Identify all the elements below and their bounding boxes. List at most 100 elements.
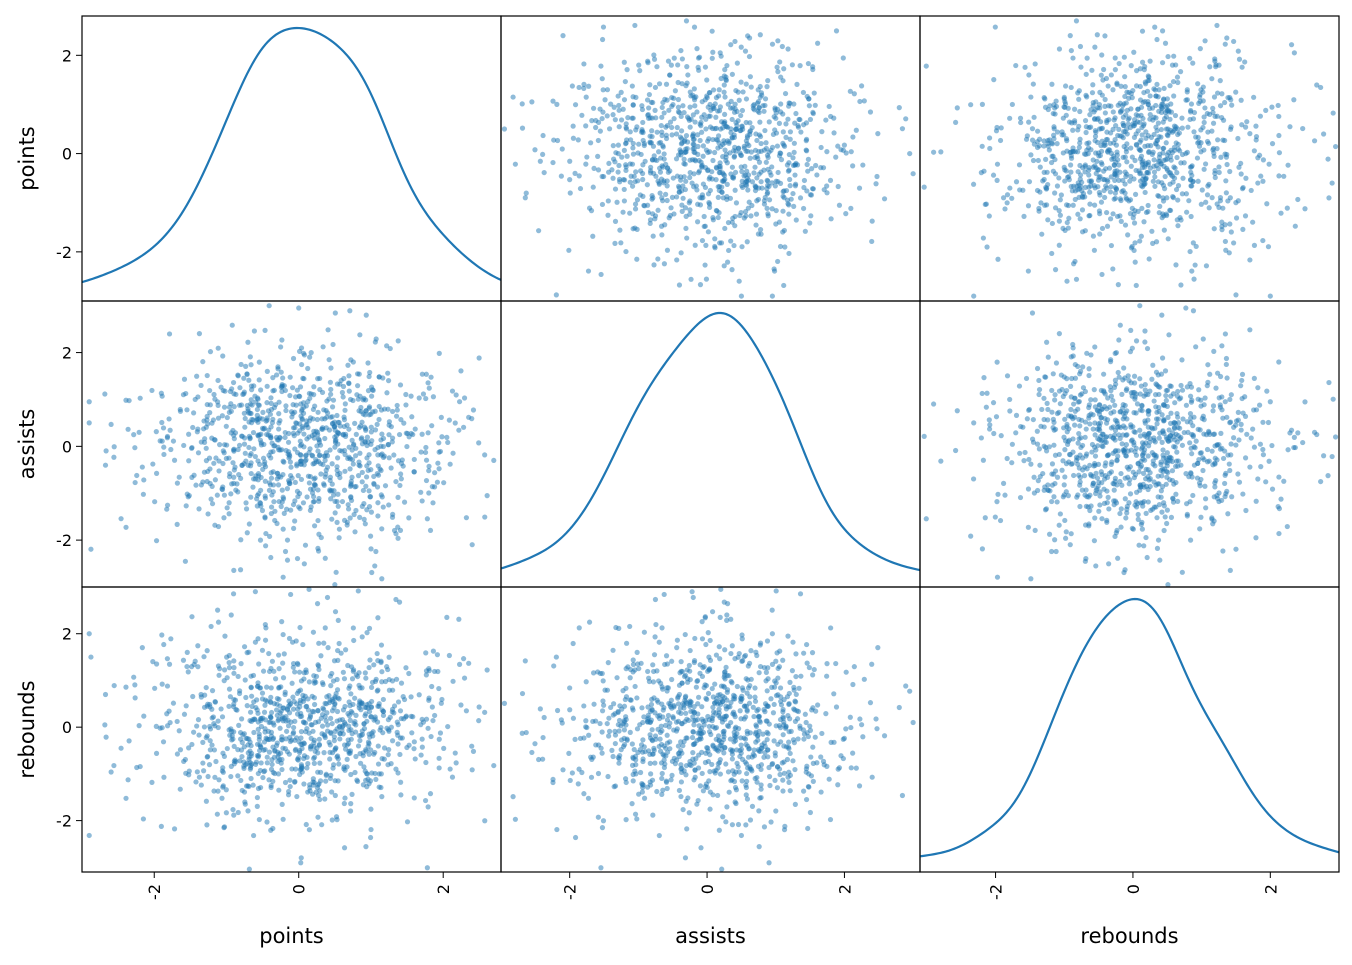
scatter-point [774,64,780,70]
scatter-point [1128,145,1134,151]
scatter-point [1212,443,1218,449]
scatter-point [661,151,667,157]
scatter-point [166,331,173,337]
scatter-point [1007,185,1013,191]
scatter-point [738,127,744,134]
scatter-point [256,377,262,383]
scatter-point [332,582,338,588]
scatter-point [254,496,260,502]
scatter-point [235,373,241,379]
scatter-point [1195,178,1201,184]
scatter-point [359,728,365,734]
scatter-point [1321,131,1327,137]
scatter-point [359,419,365,425]
scatter-point [617,227,623,233]
scatter-point [1044,448,1050,454]
scatter-point [828,216,834,222]
scatter-point [159,632,165,638]
scatter-point [1225,511,1231,517]
scatter-point [1125,232,1131,238]
scatter-point [1056,46,1063,52]
scatter-point [1136,542,1142,548]
scatter-point [687,104,693,110]
scatter-point [262,493,268,499]
scatter-point [234,707,240,713]
scatter-point [1064,278,1070,284]
scatter-point [232,430,239,436]
scatter-point [1049,409,1055,415]
scatter-point [161,451,167,458]
scatter-point [931,149,937,155]
scatter-point [1141,67,1147,73]
scatter-point [385,370,391,376]
scatter-point [1139,59,1146,65]
scatter-point [623,126,630,132]
scatter-point [1227,168,1233,175]
scatter-point [164,683,171,689]
scatter-point [857,98,863,105]
scatter-point [269,658,276,664]
scatter-point [1281,478,1287,484]
scatter-point [364,630,370,636]
scatter-point [715,108,721,114]
scatter-point [786,151,792,158]
scatter-point [1142,381,1148,388]
scatter-point [856,185,863,191]
scatter-point [634,197,641,203]
scatter-point [1175,183,1182,189]
scatter-point [250,429,257,436]
scatter-point [340,394,346,400]
scatter-point [279,619,285,625]
scatter-point [715,214,721,221]
scatter-point [663,81,670,87]
scatter-point [729,134,735,141]
scatter-point [669,124,675,131]
scatter-point [1065,174,1071,180]
scatter-point [345,711,351,717]
scatter-point [1139,132,1145,138]
scatter-point [1247,131,1253,137]
scatter-point [1184,511,1190,517]
scatter-point [931,401,937,407]
scatter-point [1100,77,1106,83]
scatter-point [1052,111,1058,117]
scatter-point [970,476,977,482]
scatter-point [1105,452,1111,458]
scatter-point [362,521,368,527]
scatter-point [554,137,561,144]
scatter-point [732,187,738,193]
scatter-point [337,723,343,729]
scatter-point [239,433,245,439]
scatter-point [1075,169,1081,175]
scatter-point [1023,375,1030,382]
scatter-point [307,788,313,794]
scatter-point [218,706,224,712]
scatter-point [1205,129,1211,135]
panel-assists-vs-rebounds [919,300,1340,588]
scatter-point [616,176,623,182]
scatter-point [242,677,248,683]
scatter-point [669,103,675,109]
scatter-point [1189,397,1195,403]
scatter-point [342,703,348,710]
scatter-point [268,665,274,672]
scatter-point [1157,203,1163,209]
scatter-point [780,140,786,147]
scatter-point [266,650,272,657]
scatter-point [419,371,425,377]
scatter-point [1045,487,1051,494]
scatter-point [629,83,635,89]
scatter-point [938,149,944,155]
scatter-point [1086,415,1092,421]
scatter-point [726,247,732,254]
scatter-point [215,607,221,613]
scatter-point [264,684,270,690]
scatter-point [222,442,228,448]
scatter-point [630,102,636,108]
scatter-point [1329,180,1335,186]
scatter-point [1175,79,1181,86]
scatter-point [659,114,665,120]
scatter-point [309,433,315,439]
scatter-point [710,87,717,93]
scatter-point [1075,149,1081,155]
